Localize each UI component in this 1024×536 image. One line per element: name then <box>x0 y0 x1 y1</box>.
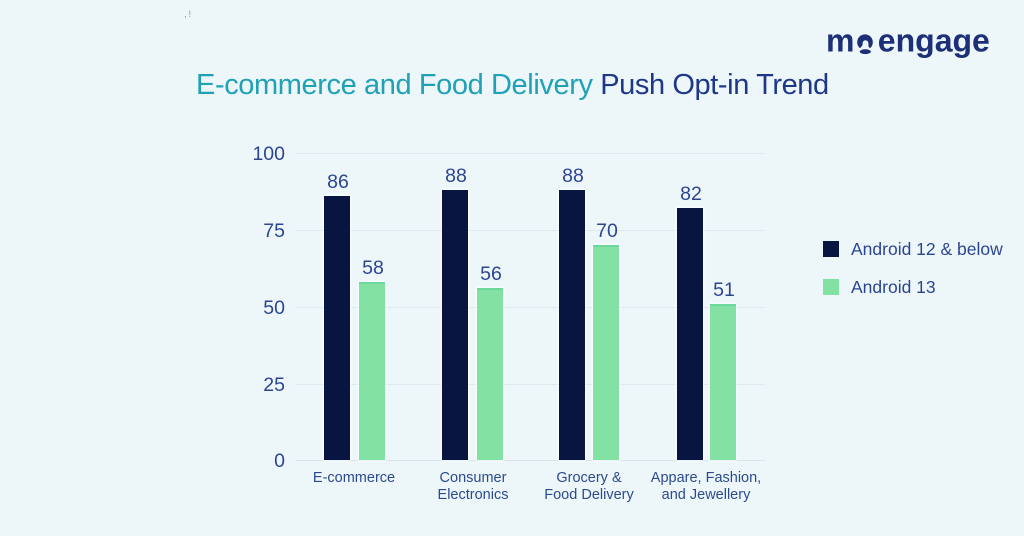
svg-text:m: m <box>826 24 854 59</box>
svg-text:engage: engage <box>878 24 990 59</box>
